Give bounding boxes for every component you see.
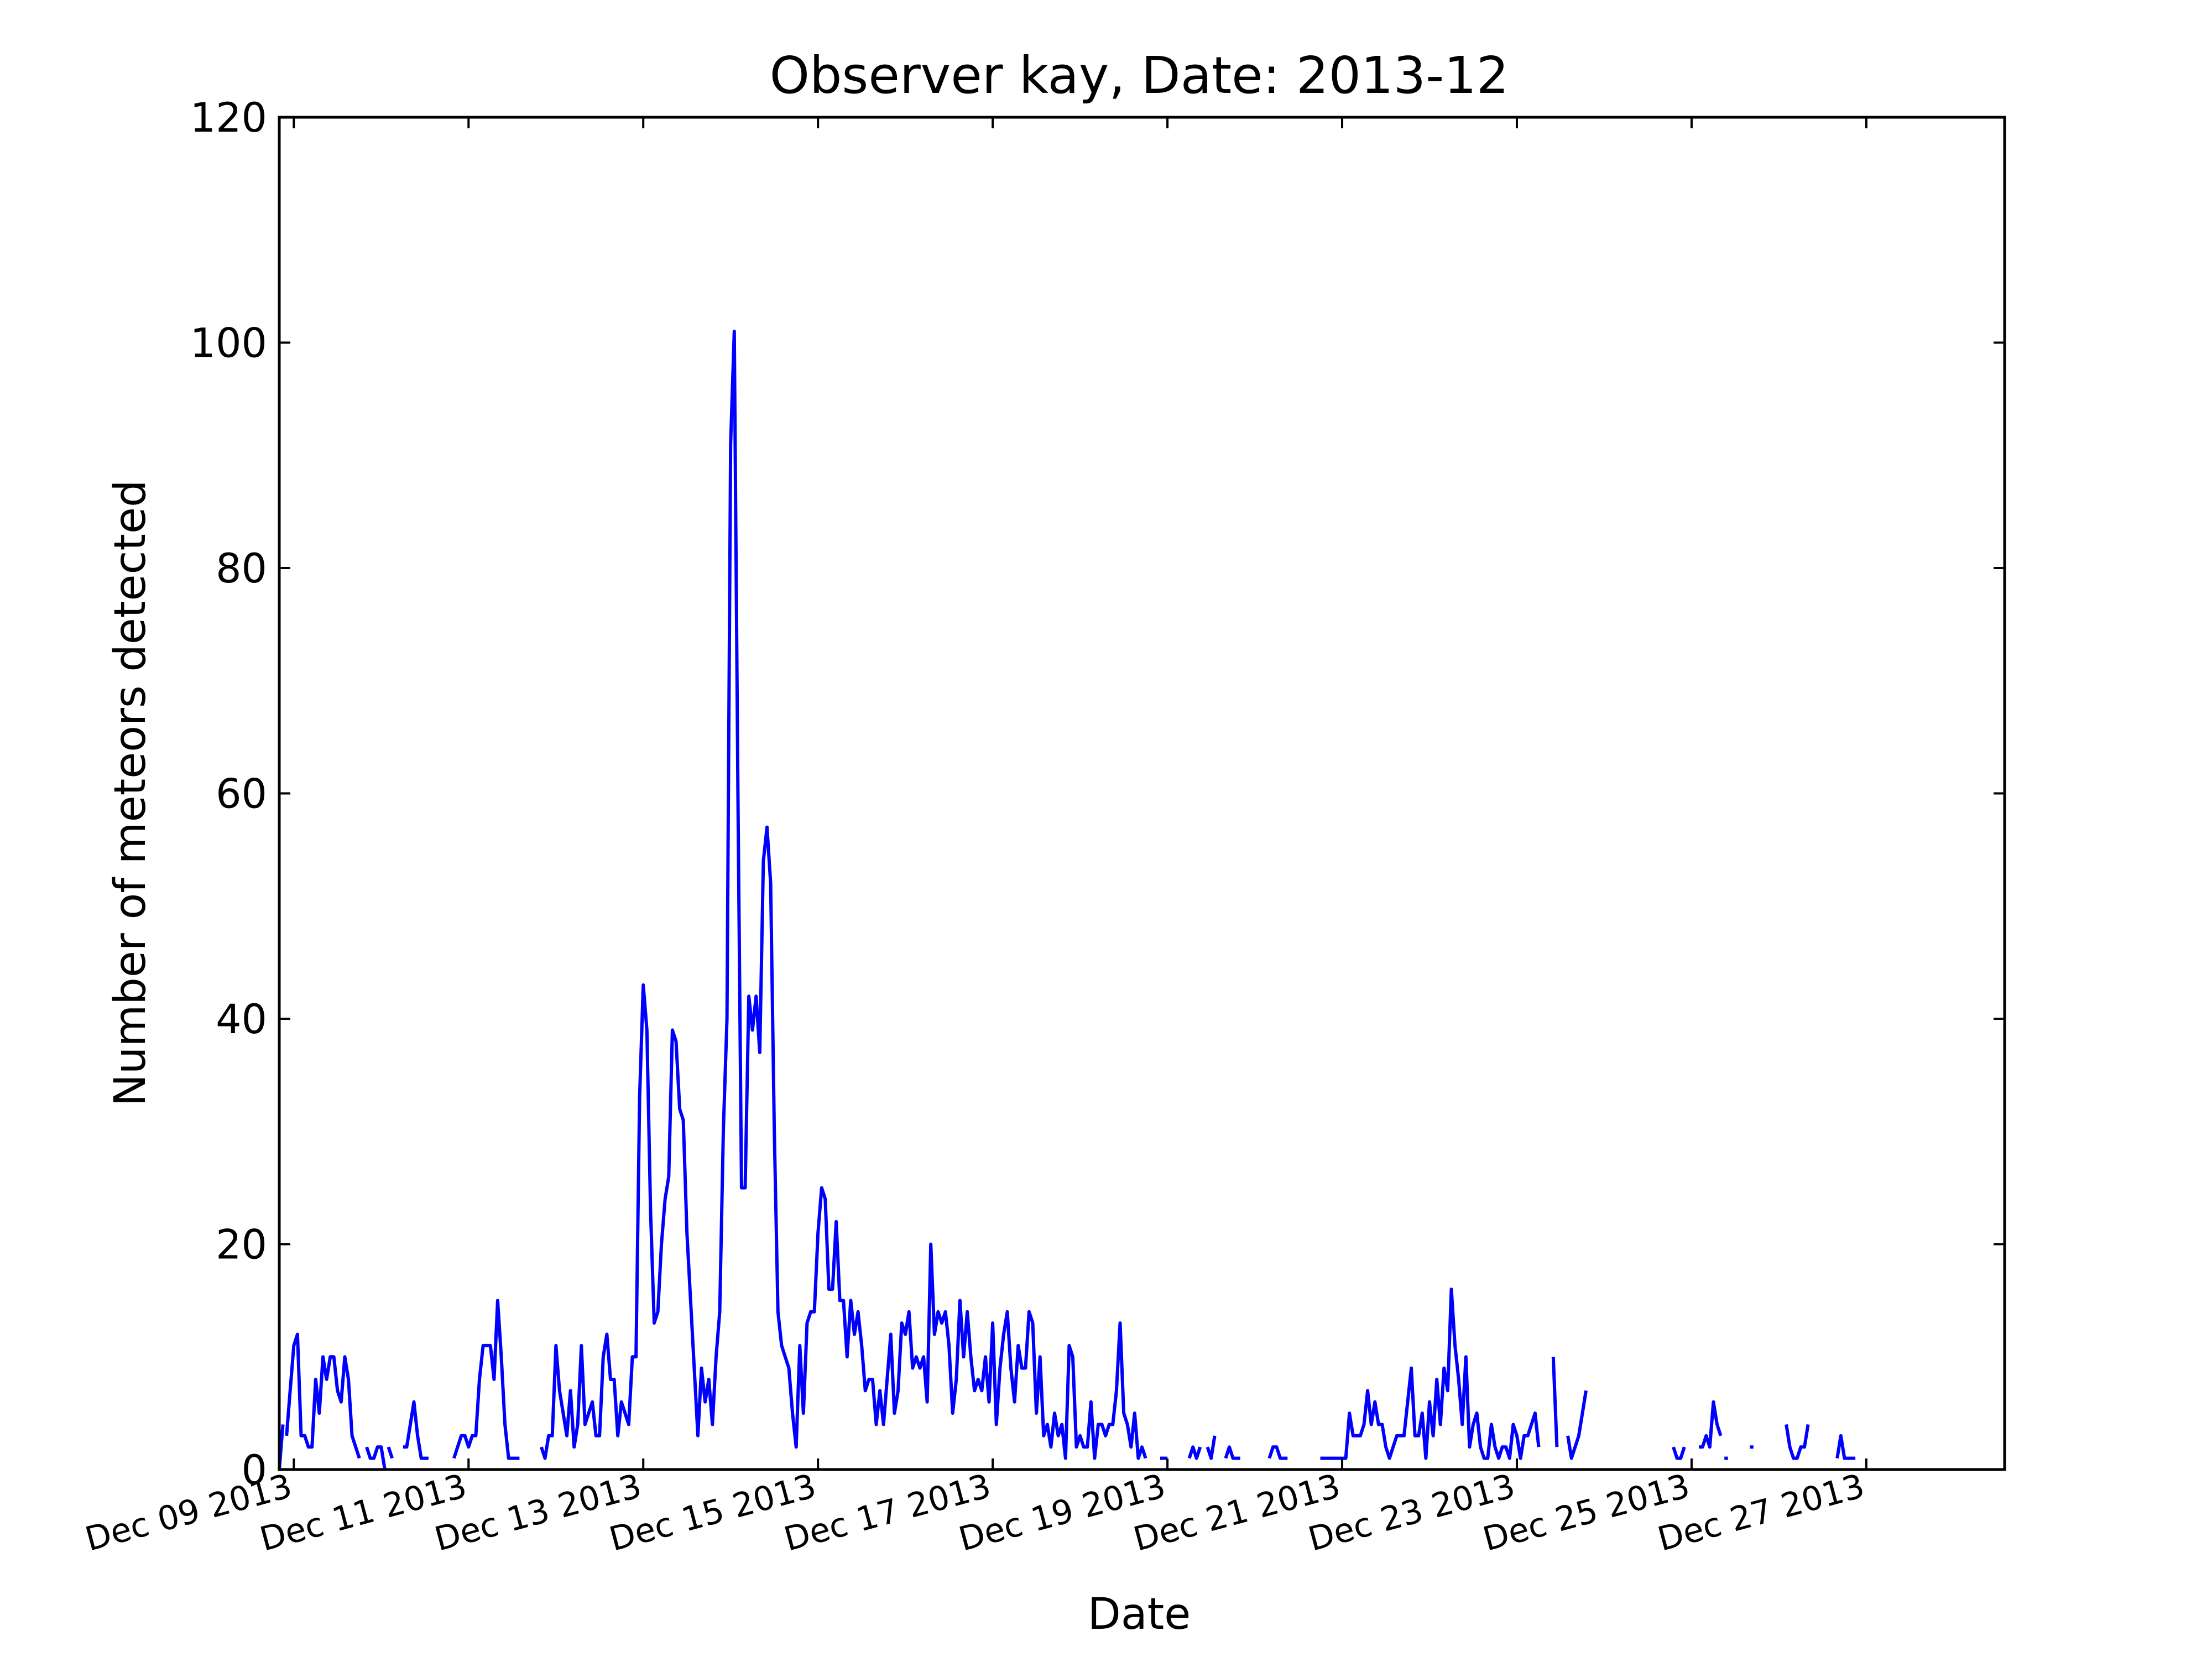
series-line-segment: [1699, 1400, 1723, 1449]
plot-frame: [278, 116, 2006, 1471]
y-tick-label: 0: [242, 1447, 267, 1494]
y-tick-label: 20: [216, 1222, 267, 1269]
series-line-segment: [1566, 1390, 1588, 1460]
series-line-segment: [1320, 1288, 1541, 1460]
series-line-segment: [1206, 1435, 1217, 1460]
series-line-segment: [1672, 1446, 1686, 1460]
y-tick-label: 80: [216, 545, 267, 592]
series-line-segment: [452, 1299, 520, 1460]
series-line-segment: [403, 1400, 429, 1460]
series-layer: [278, 330, 1856, 1470]
series-line-segment: [540, 330, 1147, 1460]
series-line-segment: [387, 1446, 394, 1459]
y-tick-label: 40: [216, 996, 267, 1043]
series-line-segment: [365, 1445, 387, 1470]
series-line-segment: [285, 1332, 361, 1459]
y-tick-label: 60: [216, 771, 267, 818]
series-line-segment: [1551, 1357, 1559, 1447]
y-tick-label: 100: [190, 320, 267, 367]
series-line-segment: [1835, 1434, 1856, 1460]
y-axis-label: Number of meteors detected: [106, 480, 155, 1107]
series-line-segment: [1785, 1424, 1810, 1460]
series-line-segment: [1187, 1445, 1202, 1460]
x-axis-label: Date: [1088, 1590, 1191, 1639]
y-tick-label: 120: [190, 95, 267, 142]
chart-title: Observer kay, Date: 2013-12: [770, 46, 1509, 105]
series-line-segment: [1224, 1445, 1240, 1460]
series-line-segment: [1267, 1445, 1288, 1460]
